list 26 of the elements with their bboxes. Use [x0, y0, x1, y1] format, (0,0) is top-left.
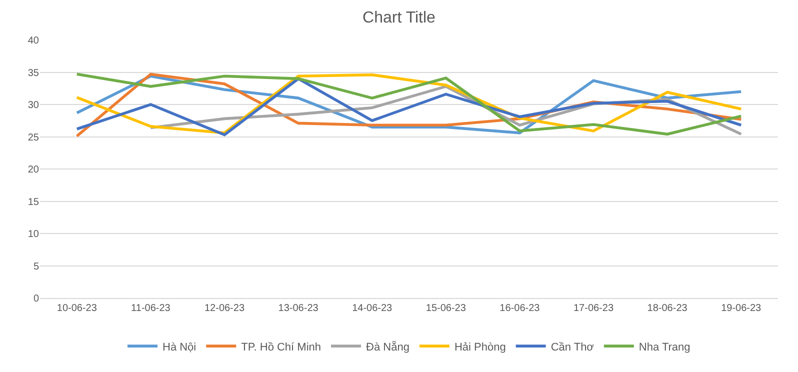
x-tick-label: 19-06-23: [721, 303, 762, 314]
legend-label: Hà Nội: [162, 341, 196, 354]
x-tick-label: 15-06-23: [426, 303, 466, 314]
y-tick-label: 30: [28, 100, 40, 111]
x-tick-label: 18-06-23: [647, 303, 688, 314]
x-tick-label: 11-06-23: [131, 303, 171, 314]
y-tick-label: 5: [33, 261, 40, 272]
x-tick-label: 13-06-23: [278, 303, 319, 314]
legend-label: TP. Hồ Chí Minh: [241, 341, 322, 354]
x-tick-label: 12-06-23: [204, 303, 245, 314]
legend-label: Đà Nẵng: [366, 340, 410, 354]
x-tick-label: 16-06-23: [500, 303, 540, 314]
chart-title: Chart Title: [362, 9, 436, 26]
y-tick-label: 0: [33, 294, 40, 304]
y-tick-label: 35: [28, 68, 40, 79]
y-tick-label: 25: [28, 132, 40, 144]
legend-label: Hải Phòng: [454, 341, 506, 354]
x-tick-label: 14-06-23: [352, 303, 393, 314]
y-tick-label: 15: [28, 196, 40, 208]
x-tick-label: 17-06-23: [573, 303, 614, 314]
y-tick-label: 20: [28, 164, 40, 176]
legend-label: Nha Trang: [638, 341, 690, 354]
legend-label: Cần Thơ: [550, 341, 594, 354]
x-tick-label: 10-06-23: [56, 303, 98, 314]
y-tick-label: 40: [28, 36, 40, 46]
y-tick-label: 10: [28, 229, 40, 240]
